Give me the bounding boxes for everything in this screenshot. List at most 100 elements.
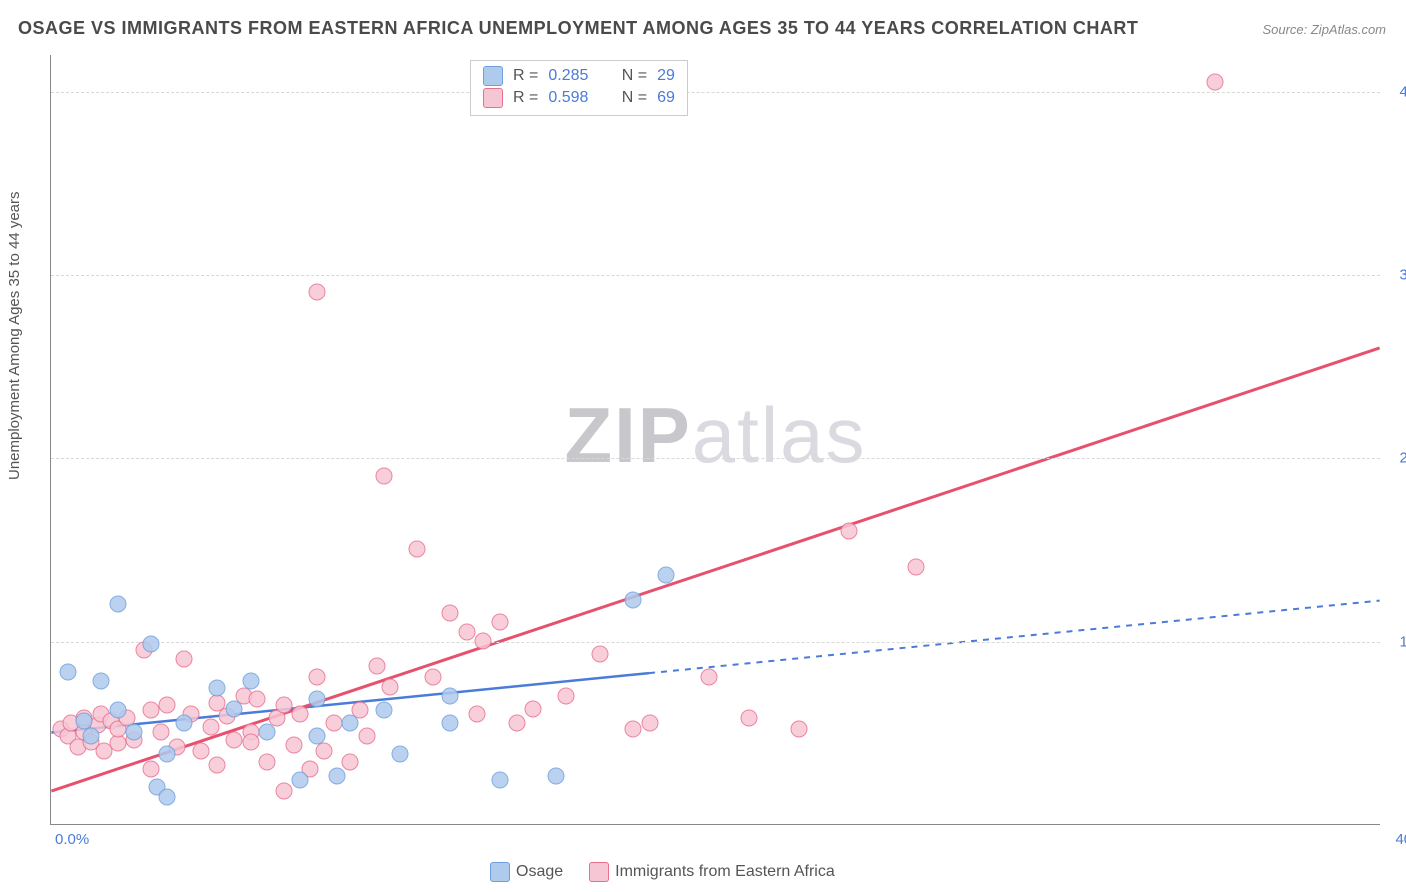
data-point xyxy=(408,541,425,558)
x-tick-label: 0.0% xyxy=(55,831,89,848)
data-point xyxy=(342,753,359,770)
data-point xyxy=(202,718,219,735)
data-point xyxy=(292,772,309,789)
data-point xyxy=(548,768,565,785)
gridline xyxy=(51,458,1380,459)
data-point xyxy=(142,761,159,778)
data-point xyxy=(442,715,459,732)
data-point xyxy=(59,663,76,680)
legend-swatch xyxy=(483,66,503,86)
y-tick-label: 30.0% xyxy=(1399,267,1406,284)
data-point xyxy=(475,632,492,649)
data-point xyxy=(591,645,608,662)
data-point xyxy=(525,700,542,717)
data-point xyxy=(142,636,159,653)
data-point xyxy=(292,706,309,723)
y-tick-label: 10.0% xyxy=(1399,633,1406,650)
series-legend: OsageImmigrants from Eastern Africa xyxy=(490,862,835,882)
data-point xyxy=(392,746,409,763)
legend-row: R = 0.598 N = 69 xyxy=(483,87,675,109)
data-point xyxy=(225,700,242,717)
y-tick-label: 20.0% xyxy=(1399,450,1406,467)
data-point xyxy=(242,733,259,750)
legend-label: Immigrants from Eastern Africa xyxy=(615,863,835,880)
data-point xyxy=(442,687,459,704)
legend-item: Immigrants from Eastern Africa xyxy=(589,862,835,882)
data-point xyxy=(375,467,392,484)
data-point xyxy=(126,724,143,741)
data-point xyxy=(325,715,342,732)
data-point xyxy=(508,715,525,732)
data-point xyxy=(328,768,345,785)
data-point xyxy=(315,742,332,759)
data-point xyxy=(624,720,641,737)
data-point xyxy=(491,772,508,789)
data-point xyxy=(368,658,385,675)
data-point xyxy=(192,742,209,759)
legend-n-value: 29 xyxy=(657,67,675,85)
chart-title: OSAGE VS IMMIGRANTS FROM EASTERN AFRICA … xyxy=(18,18,1138,39)
legend-n-value: 69 xyxy=(657,89,675,107)
data-point xyxy=(159,788,176,805)
data-point xyxy=(209,680,226,697)
data-point xyxy=(701,669,718,686)
data-point xyxy=(259,753,276,770)
gridline xyxy=(51,275,1380,276)
data-point xyxy=(259,724,276,741)
data-point xyxy=(309,284,326,301)
data-point xyxy=(907,559,924,576)
y-axis-label: Unemployment Among Ages 35 to 44 years xyxy=(6,191,23,480)
legend-swatch xyxy=(490,862,510,882)
data-point xyxy=(841,522,858,539)
data-point xyxy=(791,720,808,737)
trend-lines xyxy=(51,55,1380,824)
data-point xyxy=(624,592,641,609)
x-tick-label: 40.0% xyxy=(1395,831,1406,848)
data-point xyxy=(249,691,266,708)
data-point xyxy=(152,724,169,741)
data-point xyxy=(425,669,442,686)
data-point xyxy=(1206,73,1223,90)
data-point xyxy=(242,673,259,690)
data-point xyxy=(558,687,575,704)
legend-r-label: R = xyxy=(513,89,538,107)
data-point xyxy=(159,696,176,713)
correlation-legend: R = 0.285 N = 29R = 0.598 N = 69 xyxy=(470,60,688,116)
data-point xyxy=(225,731,242,748)
data-point xyxy=(275,783,292,800)
y-tick-label: 40.0% xyxy=(1399,83,1406,100)
data-point xyxy=(358,728,375,745)
data-point xyxy=(285,737,302,754)
legend-n-label: N = xyxy=(622,67,647,85)
data-point xyxy=(109,596,126,613)
data-point xyxy=(309,669,326,686)
data-point xyxy=(176,651,193,668)
data-point xyxy=(82,728,99,745)
data-point xyxy=(442,605,459,622)
data-point xyxy=(309,691,326,708)
data-point xyxy=(309,728,326,745)
data-point xyxy=(458,623,475,640)
legend-r-value: 0.285 xyxy=(548,67,588,85)
data-point xyxy=(209,757,226,774)
data-point xyxy=(491,614,508,631)
data-point xyxy=(109,702,126,719)
data-point xyxy=(375,702,392,719)
data-point xyxy=(468,706,485,723)
data-point xyxy=(658,566,675,583)
data-point xyxy=(142,702,159,719)
data-point xyxy=(109,735,126,752)
gridline xyxy=(51,92,1380,93)
source-attribution: Source: ZipAtlas.com xyxy=(1262,22,1386,37)
data-point xyxy=(275,696,292,713)
data-point xyxy=(342,715,359,732)
data-point xyxy=(741,709,758,726)
legend-row: R = 0.285 N = 29 xyxy=(483,65,675,87)
legend-r-value: 0.598 xyxy=(548,89,588,107)
legend-swatch xyxy=(483,88,503,108)
data-point xyxy=(382,678,399,695)
legend-swatch xyxy=(589,862,609,882)
scatter-plot-area: ZIPatlas 10.0%20.0%30.0%40.0%0.0%40.0% xyxy=(50,55,1380,825)
data-point xyxy=(641,715,658,732)
data-point xyxy=(159,746,176,763)
